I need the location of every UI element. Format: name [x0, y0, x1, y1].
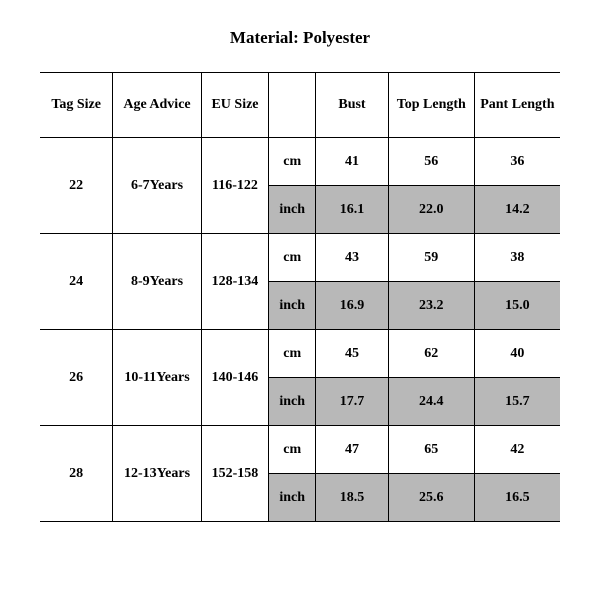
cell-bust-inch: 16.9	[316, 282, 389, 330]
table-row: 24 8-9Years 128-134 cm 43 59 38	[40, 234, 560, 282]
cell-age: 6-7Years	[113, 138, 201, 234]
cell-bust-cm: 47	[316, 426, 389, 474]
col-eu-size: EU Size	[201, 73, 269, 138]
cell-age: 10-11Years	[113, 330, 201, 426]
table-row: 26 10-11Years 140-146 cm 45 62 40	[40, 330, 560, 378]
cell-tag: 26	[40, 330, 113, 426]
cell-top-inch: 22.0	[388, 186, 474, 234]
table-body: 22 6-7Years 116-122 cm 41 56 36 inch 16.…	[40, 138, 560, 522]
cell-bust-inch: 16.1	[316, 186, 389, 234]
col-tag-size: Tag Size	[40, 73, 113, 138]
cell-eu: 140-146	[201, 330, 269, 426]
cell-unit-cm: cm	[269, 426, 316, 474]
cell-pant-inch: 14.2	[474, 186, 560, 234]
col-bust: Bust	[316, 73, 389, 138]
size-chart-container: Material: Polyester Tag Size Age Advice …	[0, 0, 600, 600]
cell-top-cm: 65	[388, 426, 474, 474]
col-pant-length: Pant Length	[474, 73, 560, 138]
cell-unit-inch: inch	[269, 282, 316, 330]
cell-top-inch: 24.4	[388, 378, 474, 426]
cell-unit-cm: cm	[269, 330, 316, 378]
cell-pant-cm: 36	[474, 138, 560, 186]
cell-unit-inch: inch	[269, 378, 316, 426]
cell-pant-inch: 16.5	[474, 474, 560, 522]
cell-pant-inch: 15.7	[474, 378, 560, 426]
cell-pant-cm: 38	[474, 234, 560, 282]
cell-top-cm: 62	[388, 330, 474, 378]
cell-bust-cm: 41	[316, 138, 389, 186]
header-row: Tag Size Age Advice EU Size Bust Top Len…	[40, 73, 560, 138]
col-unit	[269, 73, 316, 138]
cell-top-inch: 23.2	[388, 282, 474, 330]
cell-pant-inch: 15.0	[474, 282, 560, 330]
cell-eu: 152-158	[201, 426, 269, 522]
cell-pant-cm: 42	[474, 426, 560, 474]
cell-tag: 24	[40, 234, 113, 330]
cell-age: 8-9Years	[113, 234, 201, 330]
cell-bust-inch: 17.7	[316, 378, 389, 426]
cell-top-cm: 56	[388, 138, 474, 186]
size-table: Tag Size Age Advice EU Size Bust Top Len…	[40, 72, 560, 522]
cell-tag: 28	[40, 426, 113, 522]
col-age-advice: Age Advice	[113, 73, 201, 138]
cell-unit-inch: inch	[269, 474, 316, 522]
table-row: 22 6-7Years 116-122 cm 41 56 36	[40, 138, 560, 186]
cell-unit-cm: cm	[269, 234, 316, 282]
table-row: 28 12-13Years 152-158 cm 47 65 42	[40, 426, 560, 474]
cell-age: 12-13Years	[113, 426, 201, 522]
cell-eu: 116-122	[201, 138, 269, 234]
cell-top-inch: 25.6	[388, 474, 474, 522]
cell-pant-cm: 40	[474, 330, 560, 378]
cell-bust-cm: 45	[316, 330, 389, 378]
cell-unit-cm: cm	[269, 138, 316, 186]
cell-bust-inch: 18.5	[316, 474, 389, 522]
chart-title: Material: Polyester	[40, 0, 560, 72]
cell-eu: 128-134	[201, 234, 269, 330]
cell-tag: 22	[40, 138, 113, 234]
cell-unit-inch: inch	[269, 186, 316, 234]
cell-bust-cm: 43	[316, 234, 389, 282]
col-top-length: Top Length	[388, 73, 474, 138]
cell-top-cm: 59	[388, 234, 474, 282]
